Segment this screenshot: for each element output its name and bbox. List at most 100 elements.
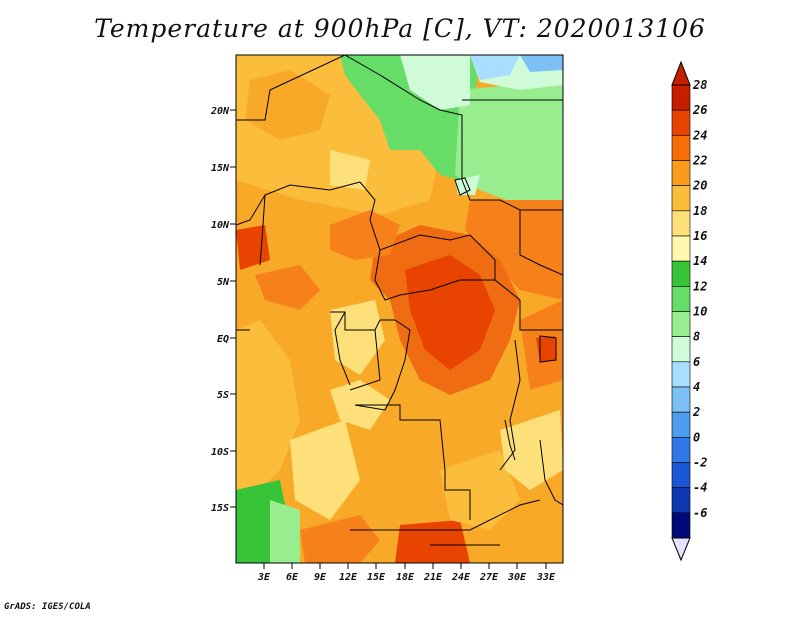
lat-label: 15N [211, 163, 230, 174]
field-central-26-28 [405, 255, 495, 370]
colorbar-segment [671, 260, 691, 287]
lon-label: 6E [286, 572, 299, 583]
colorbar-segment [671, 210, 691, 237]
colorbar-top-arrow [671, 60, 691, 86]
border-drc-east [499, 339, 521, 471]
colorbar-label: 2 [692, 405, 700, 419]
lon-label: 18E [396, 572, 415, 583]
border-chad-car [379, 234, 496, 280]
lon-label: 12E [339, 572, 358, 583]
colorbar-label: 28 [692, 78, 707, 92]
field-green-ne [455, 80, 563, 205]
colorbar-label: -6 [693, 506, 707, 520]
colorbar-label: 26 [692, 103, 707, 117]
border-chad-sudan [461, 179, 563, 211]
colorbar-segment [671, 361, 691, 388]
colorbar-label: 10 [693, 305, 707, 319]
colorbar-label: 14 [693, 254, 707, 268]
grads-credit: GrADS: IGES/COLA [4, 602, 91, 612]
field-blue-ne [470, 55, 520, 80]
lon-label: 21E [423, 572, 443, 583]
field-east-24-26 [465, 200, 563, 300]
field-west-warm [255, 265, 320, 310]
lat-label: 10S [211, 447, 229, 458]
field-west-central [330, 210, 400, 260]
colorbar-segment [671, 311, 691, 337]
country-borders [236, 55, 563, 546]
colorbar-segment [671, 84, 691, 111]
colorbar-label: 16 [693, 229, 707, 243]
map-frame [235, 54, 564, 564]
colorbar-label: 4 [693, 380, 700, 394]
colorbar-segment [671, 411, 691, 438]
border-lake-chad [454, 177, 471, 196]
lat-label: 15S [211, 503, 229, 514]
colorbar-segment [671, 487, 691, 514]
border-lake-victoria [539, 335, 557, 363]
border-niger-nigeria [236, 181, 361, 226]
colorbar-label: 8 [693, 330, 700, 344]
colorbar-segment [671, 160, 691, 186]
colorbar-segment [671, 135, 691, 161]
border-angola-zambia [444, 470, 471, 520]
colorbar-segment [671, 185, 691, 212]
colorbar-bottom-arrow [671, 537, 691, 562]
field-blue-ne2 [520, 55, 563, 72]
lon-labels: 3E 6E 9E 12E 15E 18E 21E 24E 27E 30E 33E [257, 572, 556, 583]
field-congo-18-20 [330, 300, 385, 375]
border-south-sudan [519, 210, 563, 276]
lon-label: 27E [479, 572, 499, 583]
colorbar-label: -4 [693, 481, 707, 495]
border-coastline [334, 311, 351, 386]
colorbar-segment [671, 386, 691, 413]
lon-label: 24E [451, 572, 471, 583]
lon-label: 33E [536, 572, 556, 583]
border-congo-drc [349, 329, 381, 391]
border-drc-west [354, 319, 411, 411]
field-se-18-20 [500, 410, 563, 490]
lat-labels: 20N 15N 10N 5N EQ 5S 10S 15S [210, 106, 230, 514]
field-pale-north [400, 55, 470, 110]
field-sw-lightgreen [270, 500, 300, 563]
colorbar-label: 20 [692, 179, 707, 193]
border-gabon-congo [330, 311, 395, 331]
field-angola-18-20 [290, 420, 360, 520]
colorbar-segment [671, 286, 691, 312]
colorbar-label: 0 [693, 430, 700, 444]
colorbar-segments [671, 84, 691, 539]
border-namibia-north [350, 499, 541, 531]
lat-label: EQ [217, 334, 229, 345]
colorbar-segment [671, 109, 691, 136]
border-car-south [399, 279, 521, 301]
colorbar-label: 22 [692, 154, 707, 168]
colorbar-label: 12 [693, 279, 707, 293]
lat-label: 20N [210, 106, 230, 117]
lat-label: 5N [217, 277, 230, 288]
field-west-coast-hot [236, 225, 270, 270]
field-south-24-26 [300, 515, 380, 563]
colorbar-label: 18 [693, 204, 707, 218]
colorbar-segment [671, 462, 691, 488]
temperature-field [236, 55, 563, 563]
colorbar-segment [671, 512, 691, 539]
field-coast-20-22 [236, 320, 300, 500]
field-north-warm [245, 70, 330, 140]
border-angola-north [355, 404, 446, 471]
lon-label: 3E [257, 572, 271, 583]
field-lake-victoria-hot [536, 336, 556, 362]
colorbar-segment [671, 336, 691, 363]
lat-label: 10N [211, 220, 230, 231]
colorbar-label: 24 [692, 128, 707, 142]
lat-label: 5S [217, 390, 229, 401]
border-malawi [539, 439, 563, 506]
field-north-18-20 [330, 150, 370, 190]
border-algeria-mali [236, 55, 346, 121]
colorbar-segment [671, 437, 691, 463]
field-south-hot [395, 520, 470, 563]
lon-label: 15E [367, 572, 386, 583]
border-benin-nigeria [259, 194, 266, 266]
colorbar-segment [671, 235, 691, 262]
